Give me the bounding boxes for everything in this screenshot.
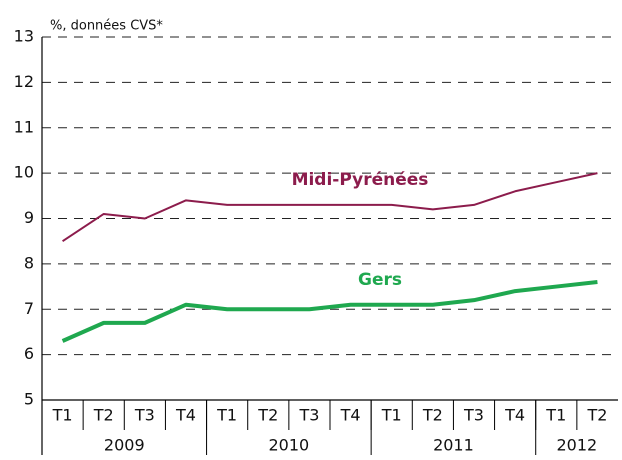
series-label: Midi-Pyrénées	[292, 170, 429, 190]
year-label: 2010	[268, 436, 309, 455]
y-tick-label: 9	[24, 208, 34, 227]
x-tick-label: T1	[52, 406, 73, 425]
y-tick-label: 6	[24, 344, 34, 363]
x-tick-label: T4	[175, 406, 196, 425]
x-tick-label: T1	[545, 406, 566, 425]
series-label: Gers	[358, 270, 402, 290]
x-tick-label: T1	[216, 406, 237, 425]
x-tick-label: T4	[340, 406, 361, 425]
x-tick-label: T3	[298, 406, 319, 425]
y-tick-label: 5	[24, 390, 34, 409]
x-tick-label: T2	[93, 406, 114, 425]
y-tick-label: 8	[24, 253, 34, 272]
series-line	[62, 172, 598, 243]
x-tick-label: T4	[504, 406, 525, 425]
x-tick-label: T3	[134, 406, 155, 425]
year-label: 2011	[433, 436, 474, 455]
y-axis-label: %, données CVS*	[50, 19, 163, 34]
y-tick-label: 10	[14, 163, 34, 182]
x-tick-label: T1	[381, 406, 402, 425]
x-tick-label: T2	[422, 406, 443, 425]
y-tick-label: 13	[14, 27, 34, 46]
y-tick-label: 7	[24, 299, 34, 318]
x-tick-label: T3	[463, 406, 484, 425]
year-label: 2009	[104, 436, 145, 455]
y-tick-label: 11	[14, 117, 34, 136]
year-label: 2012	[556, 436, 597, 455]
x-tick-label: T2	[257, 406, 278, 425]
x-tick-label: T2	[586, 406, 607, 425]
y-tick-label: 12	[14, 72, 34, 91]
series-line	[61, 280, 598, 343]
